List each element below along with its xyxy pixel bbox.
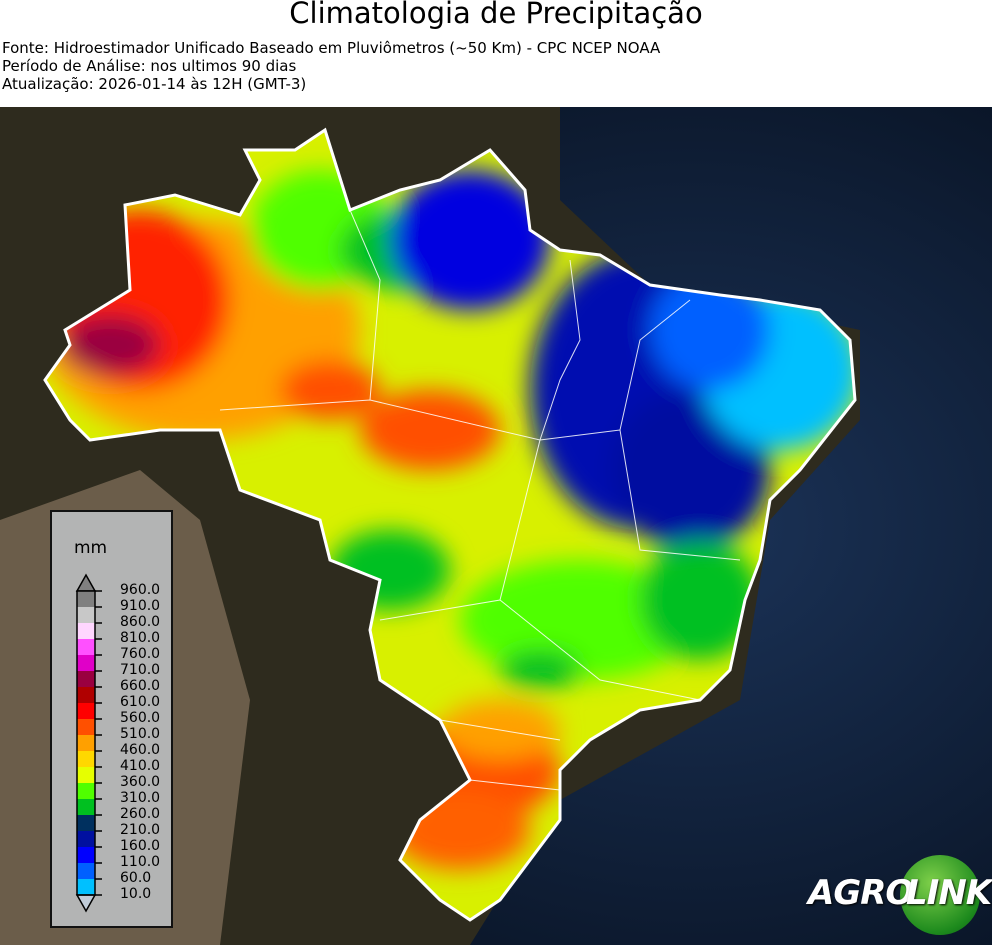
colorbar-tick-label: 660.0 xyxy=(120,678,161,694)
colorbar-tick-label: 560.0 xyxy=(120,710,161,726)
colorbar-over-arrow xyxy=(75,573,97,592)
colorbar-tick-label: 60.0 xyxy=(120,870,152,886)
colorbar-segment xyxy=(77,847,95,863)
update-text: Atualização: 2026-01-14 às 12H (GMT-3) xyxy=(2,75,307,93)
colorbar-segment xyxy=(77,831,95,847)
colorbar-segment xyxy=(77,607,95,623)
colorbar-tick-label: 610.0 xyxy=(120,694,161,710)
colorbar-segment xyxy=(77,671,95,687)
colorbar-segment xyxy=(77,655,95,671)
colorbar-legend: mm 960.0 910.0 860.0 810.0 760.0 710.0 660.0 61… xyxy=(50,510,173,928)
state-borders xyxy=(219,209,741,791)
colorbar-tick-label: 710.0 xyxy=(120,662,161,678)
colorbar-segment xyxy=(77,639,95,655)
colorbar-tick-label: 260.0 xyxy=(120,806,161,822)
logo-text-link: LINK xyxy=(906,873,992,913)
colorbar-tick-label: 910.0 xyxy=(120,598,161,614)
colorbar-segment xyxy=(77,799,95,815)
colorbar-tick-label: 960.0 xyxy=(120,582,161,598)
colorbar-tick-label: 160.0 xyxy=(120,838,161,854)
colorbar-segment xyxy=(77,623,95,639)
colorbar-tick-label: 410.0 xyxy=(120,758,161,774)
colorbar-segment xyxy=(77,703,95,719)
legend-unit: mm xyxy=(74,538,108,558)
logo-circle xyxy=(900,855,980,935)
source-text: Fonte: Hidroestimador Unificado Baseado … xyxy=(2,39,661,57)
colorbar-segment xyxy=(77,783,95,799)
colorbar-under-arrow xyxy=(75,894,97,913)
colorbar-segment xyxy=(77,767,95,783)
colorbar-segment xyxy=(77,815,95,831)
colorbar-tick-label: 110.0 xyxy=(120,854,161,870)
colorbar-segment xyxy=(77,719,95,735)
logo-text-agro: AGRO xyxy=(808,873,914,913)
agrolink-logo: AGRO LINK xyxy=(806,855,992,935)
colorbar-tick-label: 460.0 xyxy=(120,742,161,758)
colorbar-tick-label: 360.0 xyxy=(120,774,161,790)
colorbar-segment xyxy=(77,591,95,607)
colorbar-segment xyxy=(77,879,95,895)
period-text: Período de Análise: nos ultimos 90 dias xyxy=(2,57,297,75)
colorbar-tick-label: 860.0 xyxy=(120,614,161,630)
colorbar-tick-label: 510.0 xyxy=(120,726,161,742)
colorbar-tick-label: 760.0 xyxy=(120,646,161,662)
colorbar-tick-label: 10.0 xyxy=(120,886,152,902)
colorbar-segment xyxy=(77,751,95,767)
colorbar-tick-label: 810.0 xyxy=(120,630,161,646)
colorbar-tick-label: 210.0 xyxy=(120,822,161,838)
colorbar-segment xyxy=(77,687,95,703)
colorbar-segment xyxy=(77,735,95,751)
colorbar-frame xyxy=(76,590,96,896)
colorbar-tick-label: 310.0 xyxy=(120,790,161,806)
colorbar-segment xyxy=(77,863,95,879)
colorbar xyxy=(75,573,102,913)
map-title: Climatologia de Precipitação xyxy=(289,0,703,30)
